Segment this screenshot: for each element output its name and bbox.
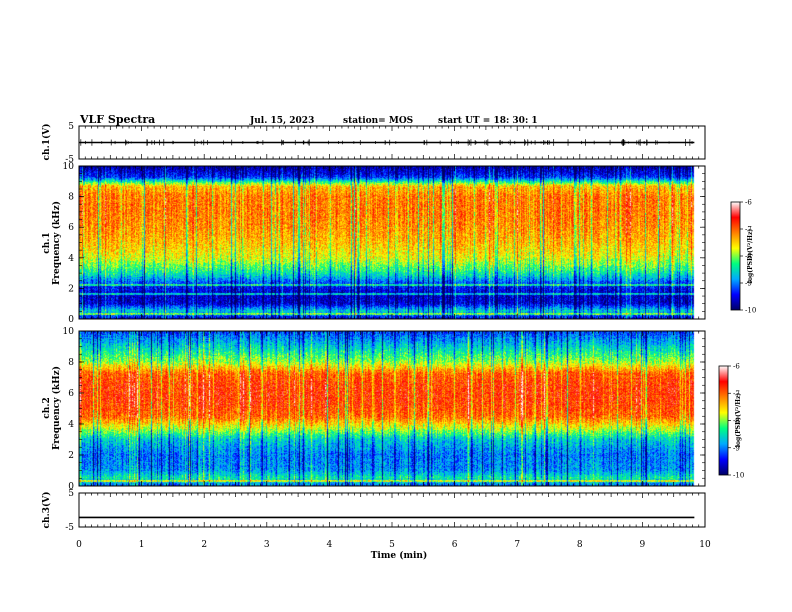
y-tick-label: 0: [68, 482, 74, 492]
ch3-waveform-yticks: 5 -5: [65, 489, 705, 533]
time-tick-label: 3: [264, 540, 270, 550]
ch2-spectrogram-yticks: 0 2 4 6 8 10: [63, 327, 705, 492]
ch2-colorbar-label: log(PSD)(V²/Hz): [735, 393, 742, 448]
y-tick-label: 6: [68, 389, 74, 399]
y-tick-label: 0: [68, 315, 74, 325]
date-label: Jul. 15, 2023: [249, 116, 314, 126]
ch2-spectrogram-image: [79, 331, 705, 486]
colorbar-tick-label: -6: [733, 363, 740, 371]
time-tick-label: 8: [577, 540, 583, 550]
y-tick-label: 10: [63, 327, 75, 337]
ch2-colorbar: [718, 365, 729, 476]
y-tick-label: 2: [68, 451, 74, 461]
ch1-spectrogram-yticks: 0 2 4 6 8 10: [63, 162, 705, 325]
ch1-colorbar-label: log(PSD)(V²/Hz): [747, 229, 754, 284]
time-tick-label: 0: [76, 540, 82, 550]
y-tick-label: 8: [68, 193, 74, 203]
ch1-waveform-panel: 5 -5 ch.1(V): [41, 122, 706, 165]
ch2-spectrogram-ylabel: ch.2Frequency (kHz): [42, 366, 62, 450]
figure-title: VLF Spectra: [79, 113, 155, 126]
time-tick-label: 5: [389, 540, 395, 550]
colorbar-tick-label: -6: [745, 199, 752, 207]
time-tick-label: 6: [452, 540, 458, 550]
ch1-waveform-trace: [78, 139, 695, 146]
start-time-label: start UT = 18: 30: 1: [438, 116, 538, 126]
station-label: station= MOS: [343, 116, 413, 126]
y-tick-label: 6: [68, 223, 74, 233]
y-tick-label: -5: [65, 155, 74, 165]
colorbar-tick-label: -10: [733, 472, 744, 480]
ch1-spectrogram-image: [79, 166, 705, 319]
ch2-colorbar-ticks: -6 -7 -8 -9 -10: [728, 363, 744, 480]
time-axis: 0 1 2 3 4 5 6 7 8 9 10: [76, 126, 711, 550]
time-tick-label: 2: [201, 540, 207, 550]
ch3-waveform-ylabel: ch.3(V): [41, 492, 52, 529]
time-axis-label: Time (min): [371, 550, 428, 561]
time-tick-label: 1: [139, 540, 145, 550]
colorbar-tick-label: -7: [733, 390, 740, 398]
y-tick-label: 2: [68, 284, 74, 294]
ch1-waveform-ylabel: ch.1(V): [41, 124, 52, 161]
y-tick-label: -5: [65, 523, 74, 533]
colorbar-tick-label: -10: [745, 307, 756, 315]
ch1-colorbar: [730, 201, 741, 311]
y-tick-label: 4: [68, 420, 74, 430]
ch1-colorbar-ticks: -6 -7 -8 -9 -10: [740, 199, 756, 315]
colorbar-tick-label: -7: [745, 226, 752, 234]
colorbar-tick-label: -9: [745, 280, 752, 288]
ch1-waveform-yticks: 5 -5: [65, 122, 705, 165]
y-tick-label: 4: [68, 254, 74, 264]
ch1-spectrogram-ylabel: ch.1Frequency (kHz): [42, 201, 62, 285]
y-tick-label: 5: [68, 489, 74, 499]
time-tick-label: 10: [699, 540, 711, 550]
ch3-waveform-frame: [78, 492, 706, 528]
time-tick-label: 7: [514, 540, 520, 550]
colorbar-tick-label: -9: [733, 444, 740, 452]
ch3-waveform-panel: 5 -5 ch.3(V): [41, 489, 706, 533]
time-tick-label: 4: [327, 540, 333, 550]
y-tick-label: 5: [68, 122, 74, 132]
colorbar-tick-label: -8: [745, 253, 752, 261]
time-tick-label: 9: [640, 540, 646, 550]
y-tick-label: 8: [68, 358, 74, 368]
colorbar-tick-label: -8: [733, 417, 740, 425]
y-tick-label: 10: [63, 162, 75, 172]
